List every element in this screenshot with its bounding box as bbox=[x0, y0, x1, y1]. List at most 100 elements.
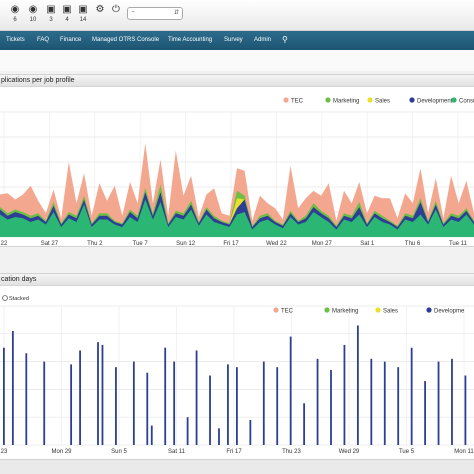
toolbar-count: 10 bbox=[29, 17, 37, 23]
toolbar-item-2[interactable]: ▣ 3 bbox=[44, 4, 58, 24]
legend-label: Sales bbox=[375, 99, 390, 105]
bar bbox=[173, 361, 176, 445]
bar bbox=[383, 361, 386, 445]
content-spacer bbox=[0, 50, 474, 71]
bar bbox=[70, 364, 73, 445]
lock-icon: ▣ bbox=[46, 4, 56, 15]
bar bbox=[195, 350, 198, 445]
bar bbox=[397, 367, 400, 445]
bar bbox=[11, 331, 14, 445]
x-tick-label: Sun 12 bbox=[176, 241, 196, 246]
lock-icon: ▣ bbox=[78, 4, 88, 15]
bar bbox=[464, 375, 467, 445]
nav-survey[interactable]: Survey bbox=[224, 37, 243, 43]
x-tick-label: Thu 6 bbox=[405, 241, 421, 246]
main-nav: Tickets FAQ Finance Managed OTRS Console… bbox=[0, 31, 474, 50]
bar bbox=[316, 358, 319, 445]
area-chart: 22 Sat 27 Thu 2 Tue 7 Sun 12 Fri 17 Wed 22 Mon … bbox=[0, 97, 474, 247]
bar bbox=[330, 369, 332, 445]
gear-icon: ⚙ bbox=[95, 4, 105, 15]
select-value: - bbox=[132, 9, 135, 16]
bar bbox=[424, 381, 426, 445]
area-series-consulting bbox=[0, 199, 474, 237]
nav-finance[interactable]: Finance bbox=[60, 37, 82, 43]
settings-button[interactable]: ⚙ bbox=[93, 4, 107, 16]
toolbar-item-0[interactable]: ◉ 6 bbox=[8, 4, 22, 24]
x-tick-label: Sun 5 bbox=[111, 449, 127, 455]
legend-label: Marketing bbox=[332, 309, 358, 315]
queue-select[interactable]: - ⇵ bbox=[127, 7, 183, 20]
x-tick-label: Mon 27 bbox=[312, 241, 333, 246]
toolbar-count: 4 bbox=[65, 17, 69, 23]
toolbar-item-3[interactable]: ▣ 4 bbox=[60, 4, 74, 24]
x-tick-label: Fri 17 bbox=[226, 449, 242, 455]
toolbar-item-1[interactable]: ◉ 10 bbox=[26, 4, 40, 24]
bar bbox=[370, 358, 373, 445]
bar bbox=[303, 403, 306, 445]
legend-swatch bbox=[426, 307, 432, 313]
legend-label: Developme bbox=[434, 309, 465, 315]
bar bbox=[343, 344, 346, 445]
x-tick-label: Fri 17 bbox=[223, 241, 239, 246]
bar bbox=[209, 375, 211, 445]
bar bbox=[3, 347, 5, 445]
bar bbox=[43, 361, 46, 445]
eye-star-icon: ◉ bbox=[28, 4, 38, 15]
nav-tickets[interactable]: Tickets bbox=[6, 37, 25, 43]
panel-title: plications per job profile bbox=[0, 75, 474, 87]
legend-label: TEC bbox=[291, 99, 304, 105]
nav-managed-otrs-console[interactable]: Managed OTRS Console bbox=[92, 37, 160, 43]
bar bbox=[249, 419, 252, 445]
chevron-updown-icon: ⇵ bbox=[173, 10, 179, 16]
toolbar-item-4[interactable]: ▣ 14 bbox=[76, 4, 90, 24]
toolbar-count: 6 bbox=[13, 17, 17, 23]
bar bbox=[25, 353, 28, 445]
legend-swatch bbox=[367, 97, 373, 103]
nav-admin[interactable]: Admin bbox=[254, 37, 272, 43]
legend-label: Marketing bbox=[333, 99, 359, 105]
nav-faq[interactable]: FAQ bbox=[37, 37, 50, 43]
page-footer bbox=[0, 460, 474, 474]
x-tick-label: Wed 22 bbox=[266, 241, 287, 246]
bar bbox=[79, 350, 81, 445]
bar bbox=[186, 417, 189, 445]
bar bbox=[97, 342, 99, 445]
bar bbox=[356, 325, 359, 445]
stacked-radio bbox=[2, 295, 8, 301]
bar bbox=[236, 367, 238, 445]
bar bbox=[437, 361, 440, 445]
toolbar-count: 3 bbox=[49, 17, 53, 23]
legend-label: Sales bbox=[383, 309, 398, 315]
x-tick-label: Wed 29 bbox=[339, 449, 360, 455]
bar bbox=[451, 358, 453, 445]
legend-swatch bbox=[375, 307, 381, 313]
legend-label: TEC bbox=[281, 309, 294, 315]
bar bbox=[150, 425, 153, 445]
legend-swatch bbox=[409, 97, 415, 103]
panel-vacation-days: cation days Stacked 23 Mon 29 Sun 5 Sat 11 Fr… bbox=[0, 273, 474, 460]
nav-time-accounting[interactable]: Time Accounting bbox=[168, 37, 213, 43]
bar bbox=[101, 344, 104, 445]
bar bbox=[115, 367, 117, 445]
bar bbox=[132, 361, 135, 445]
bar bbox=[227, 364, 229, 445]
search-icon[interactable]: ⚲ bbox=[282, 35, 288, 44]
legend-label: Development bbox=[417, 99, 453, 105]
toolbar-count: 14 bbox=[79, 17, 87, 23]
panel-applications-per-job-profile: plications per job profile 22 Sat 27 Thu 2… bbox=[0, 74, 474, 247]
legend-swatch bbox=[273, 307, 279, 313]
bar bbox=[410, 347, 413, 445]
legend-swatch bbox=[451, 97, 457, 103]
legend-label: Consu bbox=[459, 99, 474, 105]
legend-swatch bbox=[283, 97, 289, 103]
lock-star-icon: ▣ bbox=[62, 4, 72, 15]
x-tick-label: 22 bbox=[1, 241, 8, 246]
x-tick-label: Thu 2 bbox=[87, 241, 103, 246]
bar bbox=[262, 361, 265, 445]
top-toolbar: ◉ 6 ◉ 10 ▣ 3 ▣ 4 ▣ 14 ⚙ ⏻ - ⇵ bbox=[0, 0, 474, 31]
panel-title: cation days bbox=[0, 274, 474, 286]
logout-button[interactable]: ⏻ bbox=[109, 4, 123, 16]
x-tick-label: Tue 11 bbox=[449, 241, 468, 246]
x-tick-label: Tue 5 bbox=[399, 449, 415, 455]
x-tick-label: Sat 1 bbox=[360, 241, 375, 246]
